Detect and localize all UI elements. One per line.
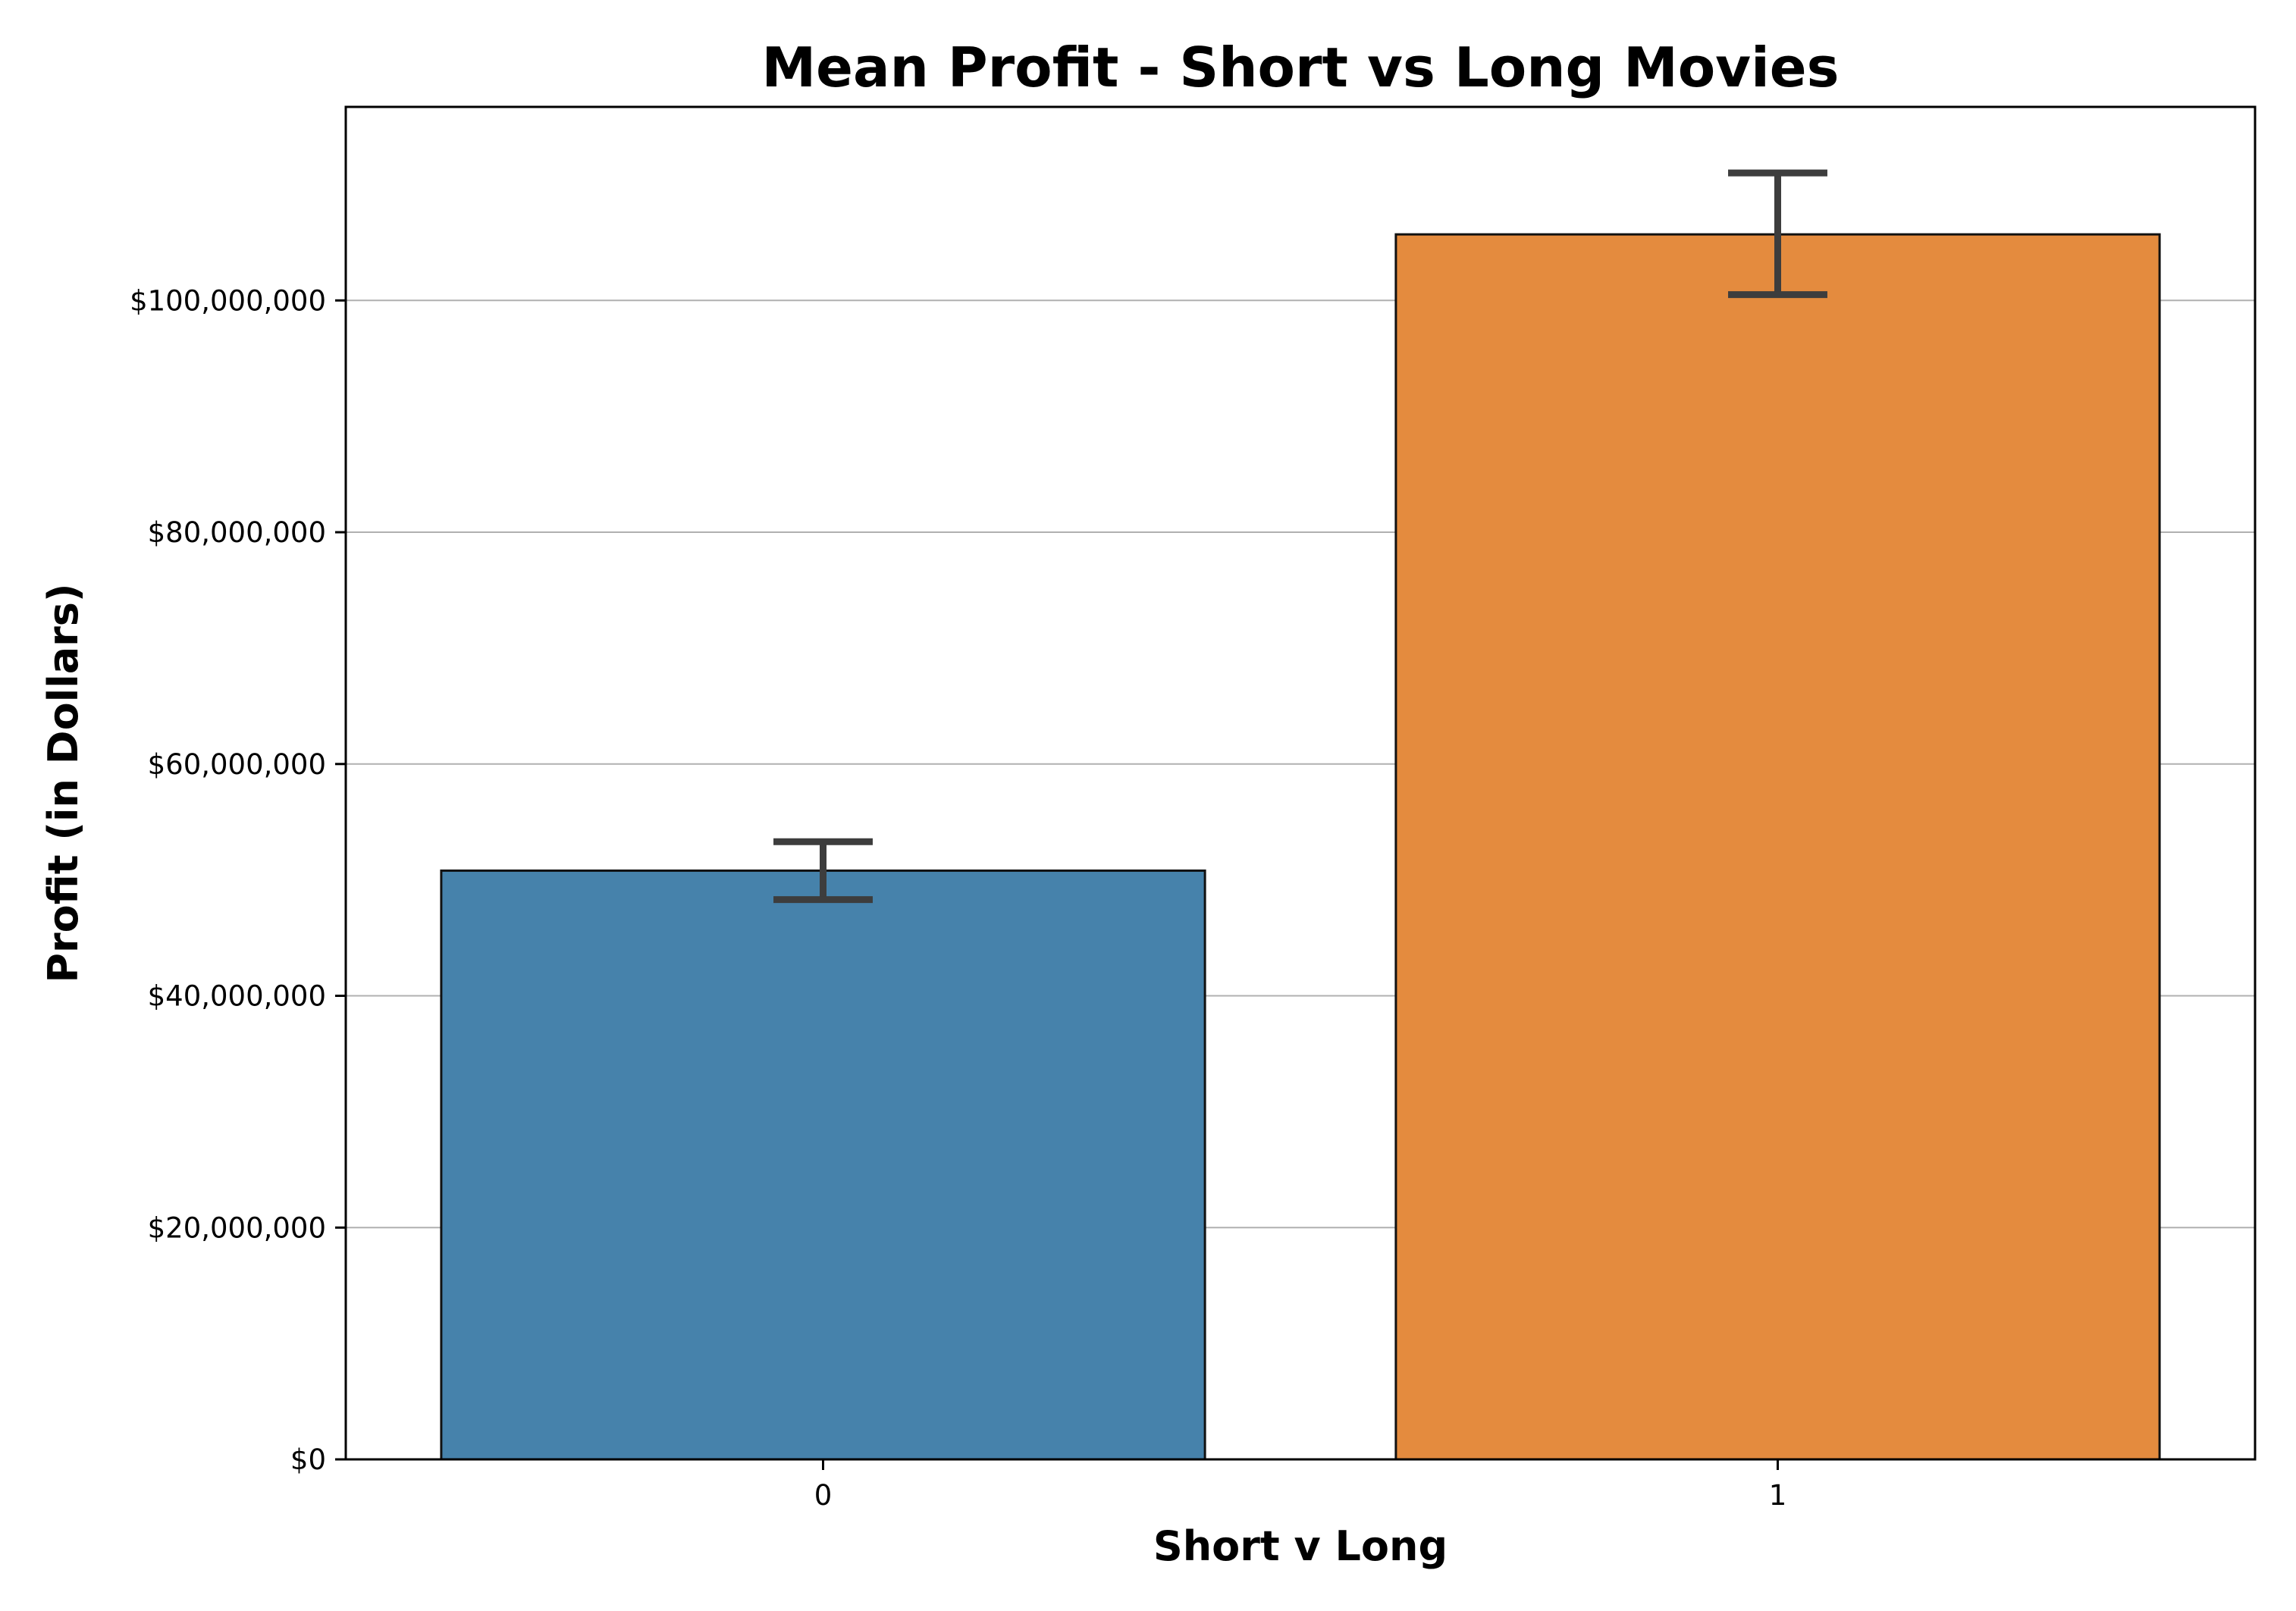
bar-1 — [1394, 233, 2161, 1461]
error-bars — [773, 169, 1827, 904]
plot-frame — [344, 105, 2257, 1461]
y-tick-label: $60,000,000 — [148, 748, 326, 781]
x-axis-label: Short v Long — [1153, 1522, 1448, 1570]
x-tick-label: 0 — [814, 1479, 833, 1512]
y-tick-label: $80,000,000 — [148, 516, 326, 549]
y-axis-ticks: $0 $20,000,000 $40,000,000 $60,000,000 $80,0… — [130, 284, 346, 1476]
x-tick-label: 1 — [1769, 1479, 1787, 1512]
y-tick-label: $40,000,000 — [148, 980, 326, 1013]
y-tick-label: $100,000,000 — [130, 284, 326, 317]
chart-title: Mean Profit - Short vs Long Movies — [762, 36, 1840, 99]
bar-0 — [440, 869, 1206, 1461]
y-tick-label: $20,000,000 — [148, 1211, 326, 1244]
y-tick-label: $0 — [290, 1443, 326, 1476]
bars — [440, 233, 2161, 1461]
y-axis-label: Profit (in Dollars) — [39, 583, 87, 983]
